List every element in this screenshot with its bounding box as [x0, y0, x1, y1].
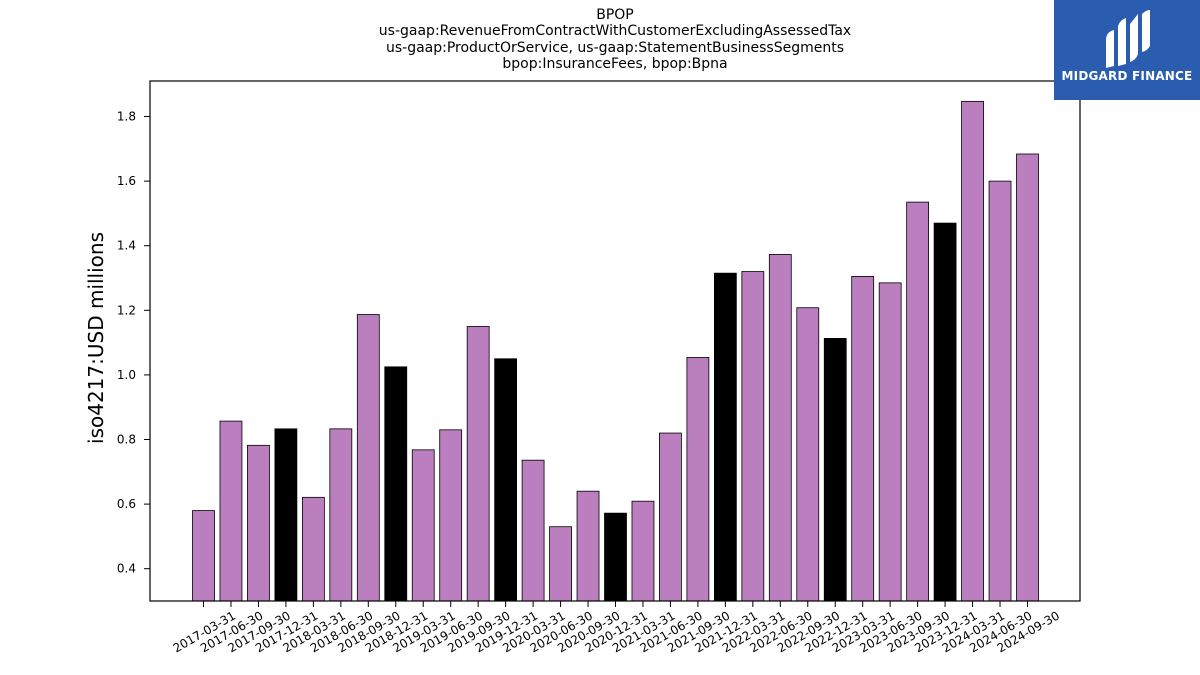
- bar-2018-03-31: [301, 496, 325, 602]
- y-tick-label: 0.4: [117, 562, 136, 576]
- bar-2024-06-30: [988, 180, 1012, 602]
- bar-2018-06-30: [329, 428, 353, 602]
- bar-2022-06-30: [768, 254, 792, 602]
- midgard-finance-logo: MIDGARD FINANCE: [1054, 0, 1200, 100]
- bar-2019-09-30: [466, 326, 490, 602]
- y-tick-label: 1.4: [117, 239, 136, 253]
- y-axis-label: iso4217:USD millions: [84, 232, 108, 444]
- y-tick-label: 1.0: [117, 368, 136, 382]
- bar-2020-03-31: [521, 459, 545, 602]
- bar-2023-06-30: [878, 282, 902, 602]
- bar-2020-09-30: [576, 490, 600, 602]
- x-axis: 2017-03-312017-06-302017-09-302017-12-31…: [171, 601, 1062, 655]
- bar-2017-12-31: [274, 428, 298, 602]
- plot-frame: [149, 80, 1081, 602]
- bar-2019-06-30: [439, 429, 463, 602]
- bar-2017-09-30: [247, 444, 270, 602]
- bar-2021-03-31: [631, 500, 655, 602]
- y-tick-label: 0.8: [117, 433, 136, 447]
- chart-title-line-3: us-gaap:ProductOrService, us-gaap:Statem…: [385, 39, 844, 56]
- bar-2024-09-30: [1016, 153, 1039, 602]
- bar-2017-03-31: [192, 510, 215, 602]
- bar-2021-12-31: [713, 272, 737, 602]
- chart-title-line-1: BPOP: [596, 7, 634, 23]
- y-tick-label: 1.8: [117, 110, 136, 124]
- y-axis: 0.4 0.6 0.8 1.0 1.2 1.4 1.6 1.8: [117, 110, 150, 576]
- bar-2023-12-31: [933, 222, 957, 602]
- bar-2022-09-30: [796, 307, 820, 602]
- logo-text: MIDGARD FINANCE: [1061, 69, 1193, 83]
- bar-2024-03-31: [961, 100, 984, 602]
- chart-title: BPOP us-gaap:RevenueFromContractWithCust…: [300, 7, 930, 72]
- chart-title-line-2: us-gaap:RevenueFromContractWithCustomerE…: [378, 23, 852, 40]
- bar-2020-06-30: [549, 526, 572, 602]
- bar-2021-06-30: [659, 432, 682, 602]
- bar-2021-09-30: [686, 357, 710, 602]
- bars-group: [192, 100, 1039, 602]
- bar-2017-06-30: [219, 420, 243, 602]
- bar-2022-12-31: [823, 338, 847, 602]
- y-tick-label: 0.6: [117, 497, 136, 511]
- bar-2023-03-31: [851, 275, 875, 602]
- bar-2019-12-31: [494, 358, 518, 602]
- midgard-logo-icon: [1106, 10, 1150, 68]
- bar-2018-09-30: [356, 314, 380, 602]
- bar-2019-03-31: [411, 449, 435, 602]
- bar-2018-12-31: [384, 366, 408, 602]
- y-tick-label: 1.2: [117, 303, 136, 317]
- bar-2022-03-31: [741, 271, 765, 602]
- chart-title-line-4: bpop:InsuranceFees, bpop:Bpna: [502, 55, 728, 72]
- y-tick-label: 1.6: [117, 174, 136, 188]
- bar-2023-09-30: [906, 201, 930, 602]
- bar-2020-12-31: [604, 512, 627, 602]
